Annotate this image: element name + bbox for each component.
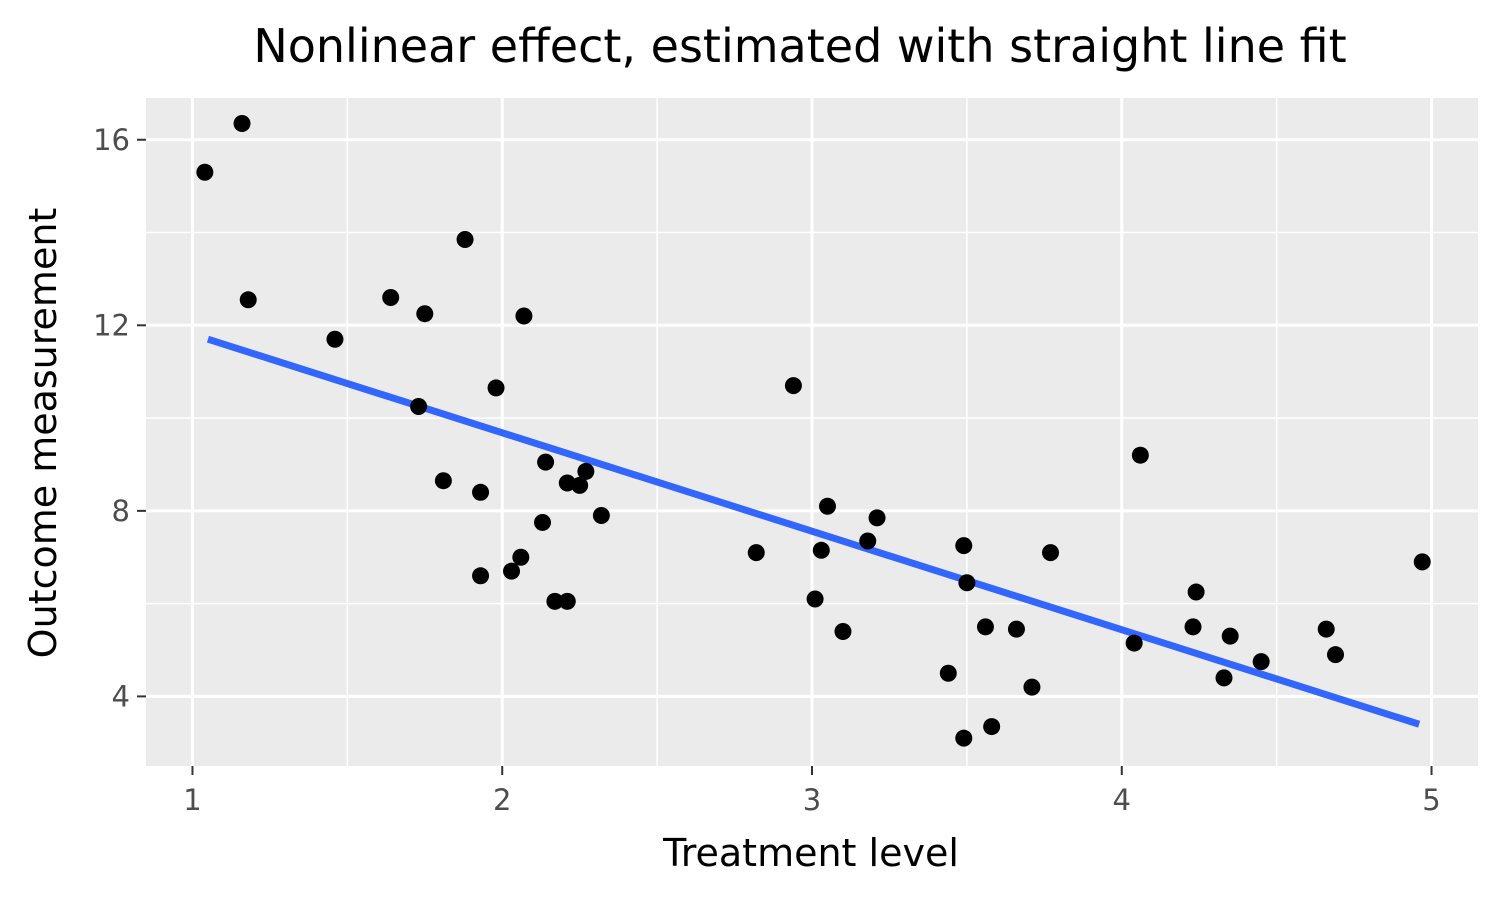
data-point [534, 513, 552, 531]
data-point [434, 472, 452, 490]
data-point [382, 288, 400, 306]
data-point [571, 476, 589, 494]
data-point [487, 379, 505, 397]
data-point [512, 548, 530, 566]
data-point [456, 230, 474, 248]
data-point [1187, 583, 1205, 601]
data-point [983, 718, 1001, 736]
y-tick-label: 8 [112, 494, 130, 528]
data-point [818, 497, 836, 515]
data-point [958, 574, 976, 592]
data-point [1215, 669, 1233, 687]
data-point [747, 544, 765, 562]
major-gridlines [146, 98, 1478, 766]
data-point [1221, 627, 1239, 645]
data-point [558, 592, 576, 610]
y-tick-label: 12 [93, 308, 130, 342]
data-point [546, 592, 564, 610]
x-tick-label: 1 [183, 783, 201, 817]
data-point [196, 163, 214, 181]
data-point [955, 729, 973, 747]
data-point [812, 541, 830, 559]
fit-line [206, 335, 1421, 728]
data-point [976, 618, 994, 636]
data-point [806, 590, 824, 608]
data-point [1023, 678, 1041, 696]
data-point [410, 397, 428, 415]
data-point [592, 507, 610, 524]
data-point [868, 509, 886, 527]
y-axis: 4 8 12 16 [93, 123, 146, 713]
scatter-points [196, 115, 1431, 747]
y-tick-label: 16 [93, 123, 130, 157]
data-point [577, 462, 595, 480]
data-point [834, 622, 852, 640]
x-tick-label: 3 [803, 783, 821, 817]
data-point [859, 532, 877, 550]
data-point [515, 307, 533, 325]
data-point [233, 115, 251, 133]
data-point [1317, 620, 1335, 638]
data-point [416, 305, 434, 323]
data-point [1184, 618, 1202, 636]
data-point [1042, 544, 1060, 562]
x-tick-label: 4 [1113, 783, 1131, 817]
data-point [503, 562, 521, 580]
chart-title: Nonlinear effect, estimated with straigh… [253, 19, 1346, 73]
data-point [1327, 646, 1345, 664]
y-axis-title: Outcome measurement [21, 208, 65, 659]
x-tick-label: 2 [493, 783, 511, 817]
data-point [784, 377, 802, 395]
x-axis-title: Treatment level [662, 831, 959, 875]
data-point [472, 567, 490, 585]
data-point [1125, 634, 1143, 652]
x-axis: 1 2 3 4 5 [183, 766, 1441, 817]
data-point [939, 664, 957, 682]
data-point [472, 483, 490, 501]
data-point [955, 537, 973, 555]
data-point [239, 291, 257, 309]
y-tick-label: 4 [112, 679, 130, 713]
data-point [1252, 653, 1270, 671]
data-point [1007, 620, 1025, 638]
data-point [326, 330, 344, 348]
data-point [1131, 446, 1149, 464]
data-point [1413, 553, 1431, 571]
x-tick-label: 5 [1422, 783, 1440, 817]
data-point [537, 453, 555, 471]
